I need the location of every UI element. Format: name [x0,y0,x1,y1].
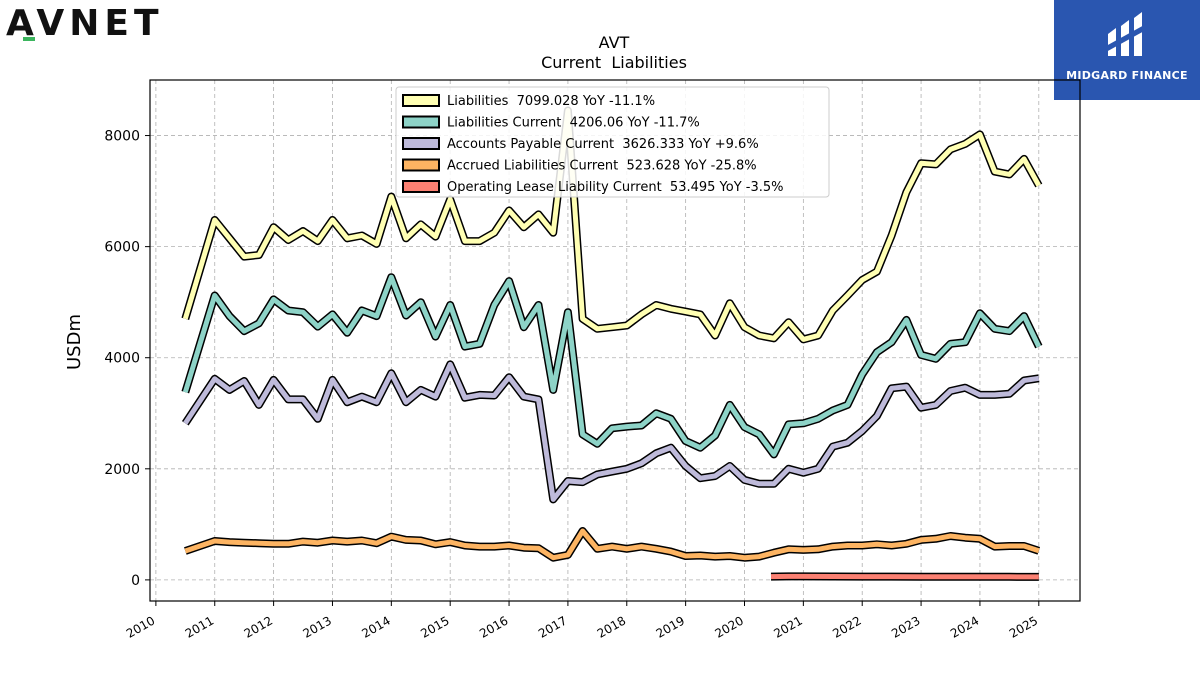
legend: Liabilities 7099.028 YoY -11.1% Liabiliti… [395,86,830,198]
x-tick-label: 2019 [654,613,687,640]
legend-label: Accrued Liabilities Current 523.628 YoY … [447,159,757,174]
x-tick-label: 2013 [301,613,334,640]
legend-swatch [402,115,440,129]
x-tick-label: 2016 [477,613,510,640]
logo-wordmark: AVNET [6,3,164,44]
y-tick-label: 2000 [104,462,140,478]
logo-accent-icon [23,37,35,41]
publisher-emblem-icon [1106,12,1146,56]
legend-label: Liabilities Current 4206.06 YoY -11.7% [447,116,700,131]
grid-lines [150,80,1080,601]
y-tick-label: 4000 [104,351,140,367]
series-accounts_payable [181,360,1040,504]
series-operating_lease [770,572,1039,581]
avnet-logo: AVNET [6,4,164,44]
legend-swatch [402,137,440,150]
x-tick-label: 2017 [536,613,569,640]
y-tick-label: 0 [131,573,140,589]
series-accrued [184,527,1041,562]
legend-swatch [402,158,440,172]
series-line [184,528,1040,561]
y-tick-label: 6000 [104,240,140,256]
y-axis-label: USDm [64,314,85,370]
series-line [182,108,1041,342]
x-tick-label: 2022 [830,613,863,640]
publisher-name: MIDGARD FINANCE [1066,69,1188,82]
x-tick-label: 2023 [889,613,922,640]
x-tick-label: 2025 [1007,613,1040,640]
x-tick-label: 2018 [595,613,628,640]
legend-label: Liabilities 7099.028 YoY -11.1% [447,94,655,109]
x-tick-label: 2024 [948,613,981,640]
chart-title: AVT [599,33,630,52]
x-tick-label: 2010 [124,613,157,640]
series-liabilities_current [181,273,1043,459]
y-tick-label: 8000 [104,129,140,145]
legend-swatch [402,94,440,107]
x-tick-label: 2011 [183,613,216,640]
series-line [183,361,1040,502]
plot-frame [149,79,1081,602]
x-tick-label: 2020 [713,613,746,640]
series-line [182,274,1042,457]
x-tick-label: 2021 [771,613,804,640]
legend-label: Operating Lease Liability Current 53.495… [447,180,784,195]
legend-label: Accounts Payable Current 3626.333 YoY +9… [447,137,759,152]
publisher-logo: MIDGARD FINANCE [1054,0,1200,100]
series-liabilities [181,106,1043,344]
legend-box [395,86,830,198]
x-tick-label: 2012 [242,613,275,640]
x-tick-label: 2015 [418,613,451,640]
x-tick-label: 2014 [359,613,392,640]
chart-subtitle: Current Liabilities [541,53,687,72]
series-line [770,573,1039,580]
legend-swatch [402,180,440,193]
